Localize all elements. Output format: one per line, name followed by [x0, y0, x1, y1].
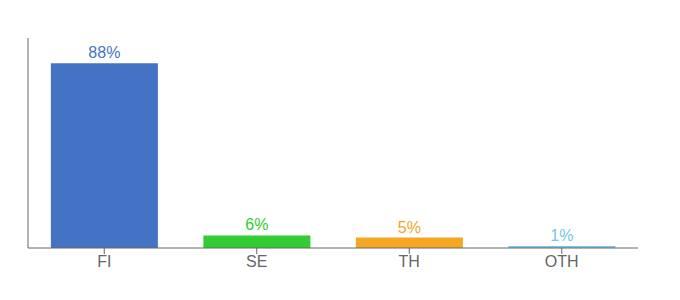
- svg-text:OTH: OTH: [545, 253, 579, 270]
- svg-text:6%: 6%: [245, 216, 268, 233]
- svg-text:TH: TH: [399, 253, 420, 270]
- svg-text:1%: 1%: [550, 227, 573, 244]
- svg-text:5%: 5%: [398, 219, 421, 236]
- svg-text:88%: 88%: [88, 44, 120, 61]
- svg-text:SE: SE: [246, 253, 267, 270]
- svg-text:FI: FI: [97, 253, 111, 270]
